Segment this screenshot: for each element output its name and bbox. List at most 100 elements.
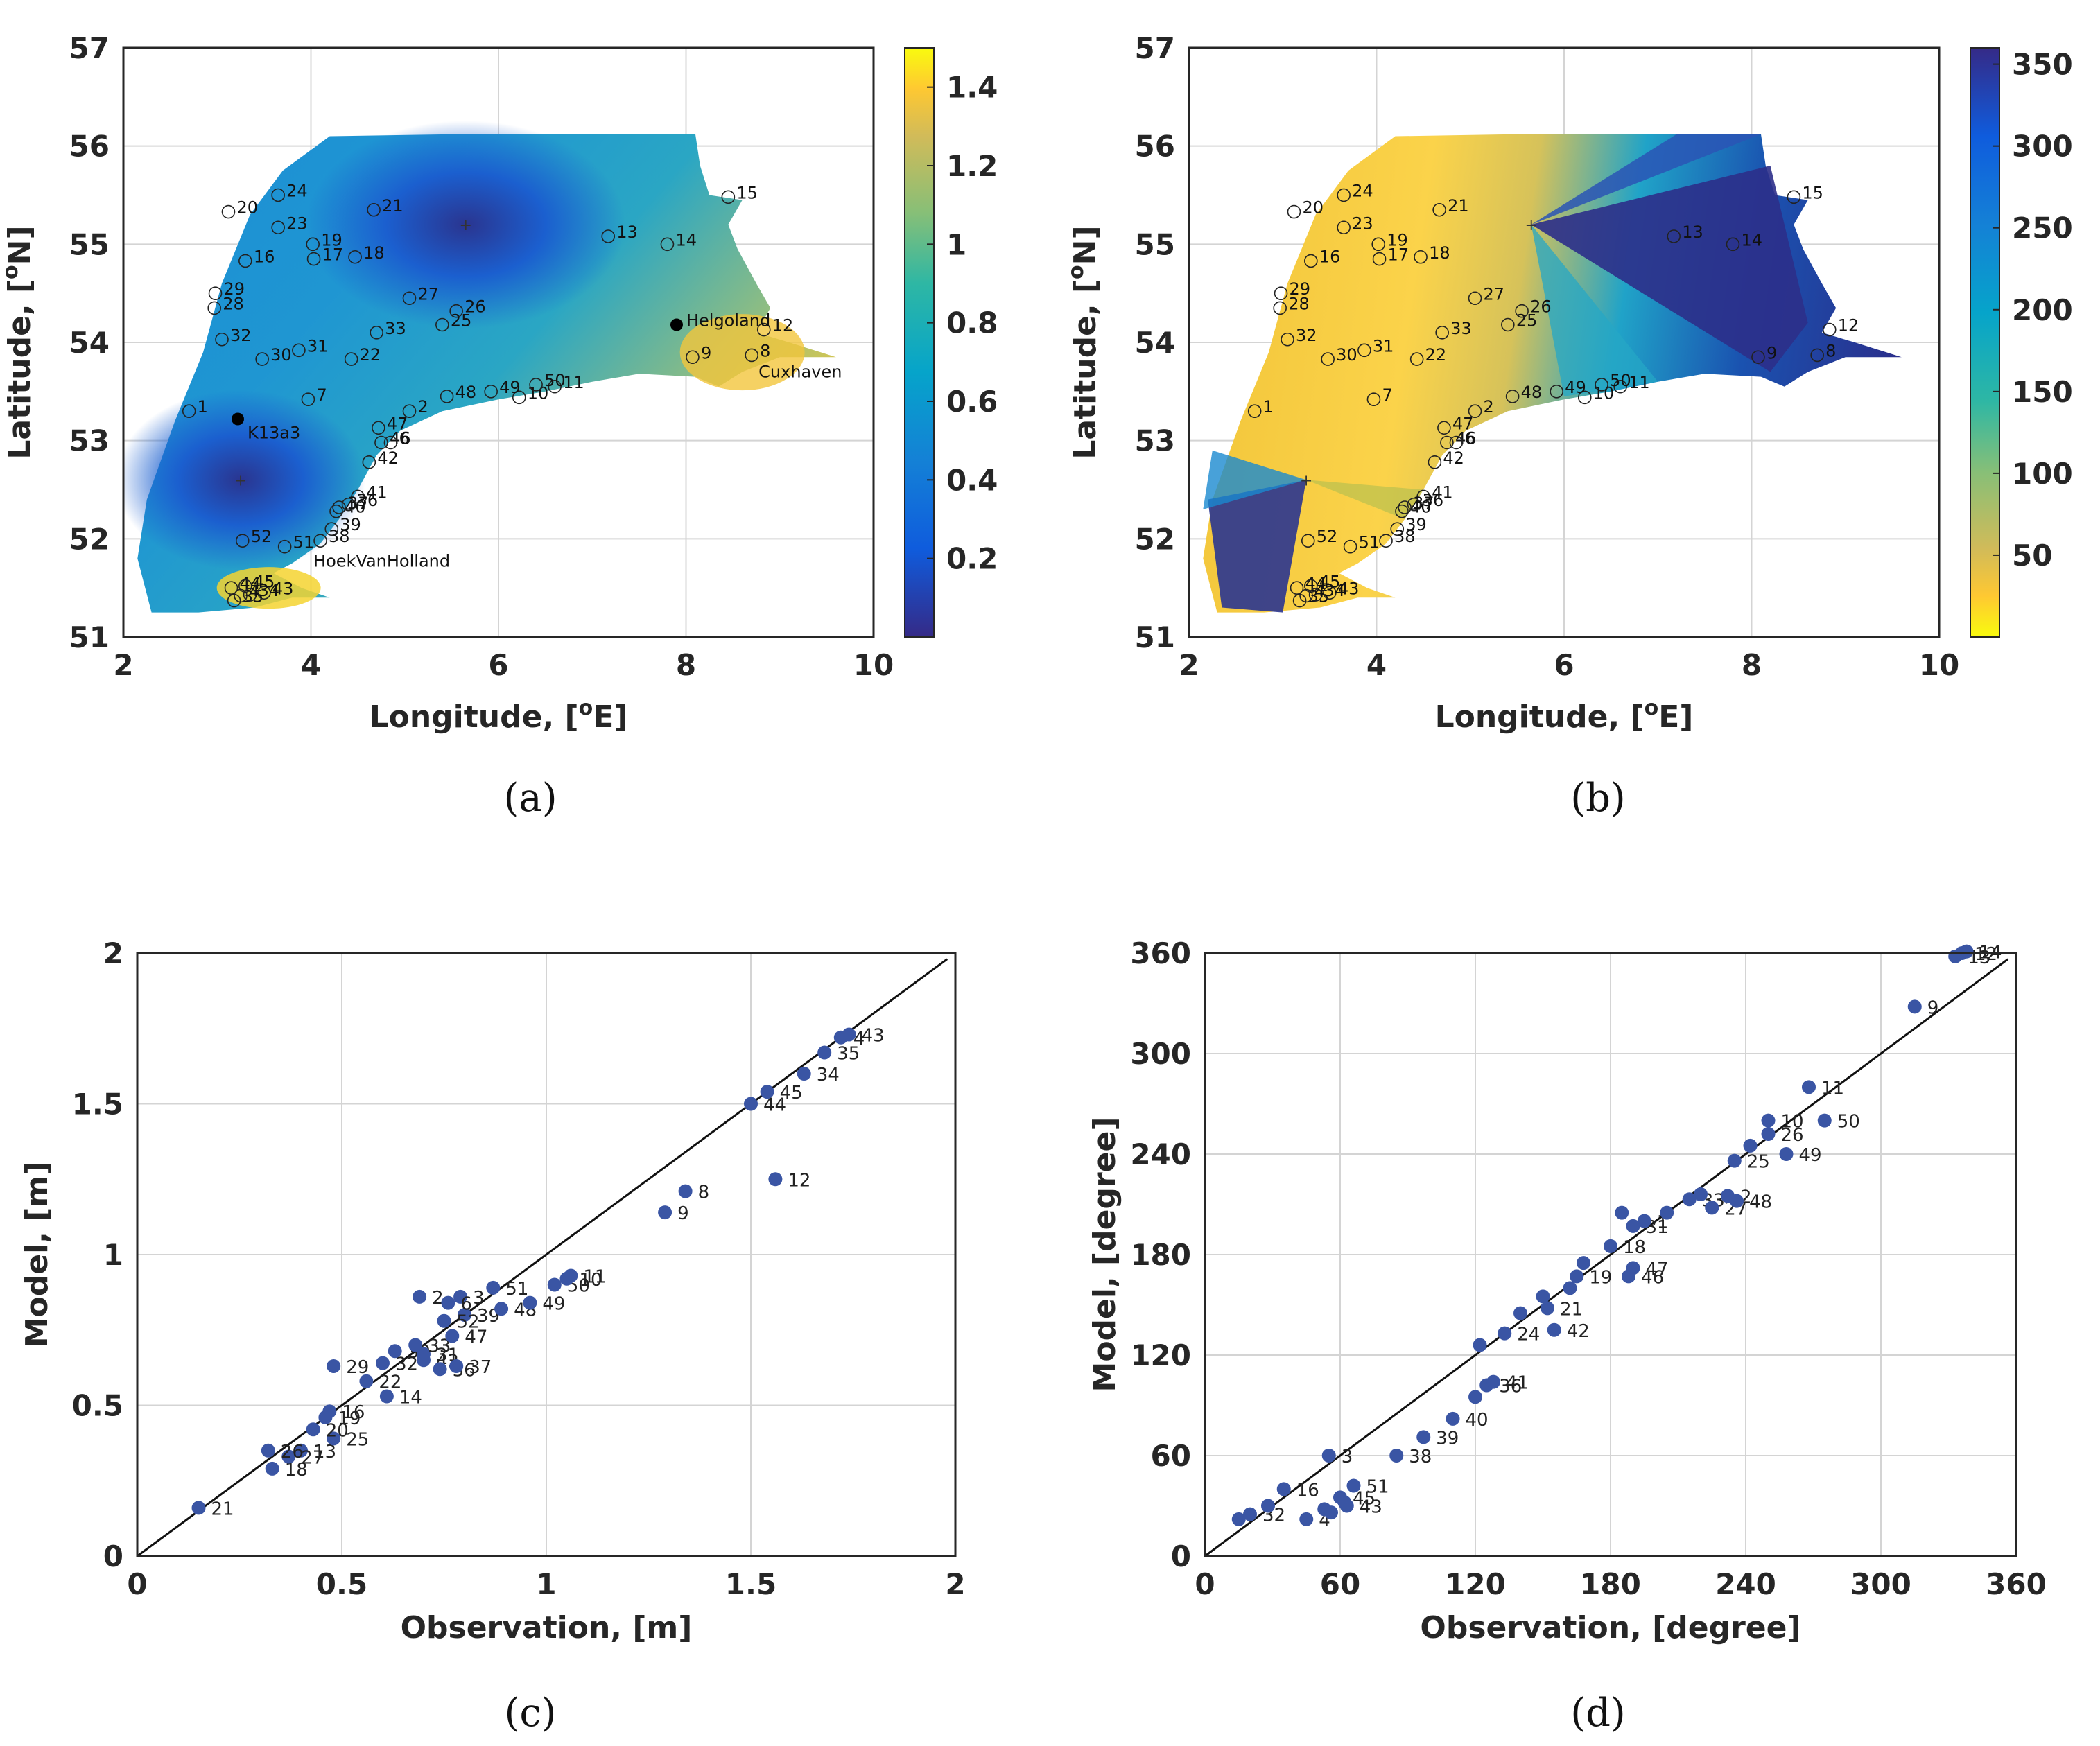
amphidromic-point-marker: + (234, 472, 247, 489)
station-label: 12 (772, 316, 794, 335)
station-marker (257, 586, 271, 600)
caption-b: (b) (1570, 776, 1626, 821)
station-label: 7 (1382, 385, 1392, 405)
data-point (388, 1344, 402, 1359)
data-point (1959, 944, 1974, 959)
named-location-label: K13a3 (248, 424, 300, 443)
station-label: 26 (465, 297, 486, 317)
station-marker (1323, 586, 1337, 600)
station-marker (306, 252, 321, 266)
station-label: 14 (1741, 230, 1762, 250)
station-label: 9 (701, 343, 711, 363)
panel-c-amplitude-scatter: 2118132726252019162914223230313342363747… (19, 936, 966, 1645)
station-label: 24 (1352, 182, 1373, 201)
point-label: 25 (1747, 1152, 1770, 1173)
station-marker (207, 301, 221, 315)
station-label: 49 (1565, 378, 1586, 397)
station-label: 17 (1388, 245, 1409, 265)
station-marker (383, 435, 398, 450)
data-point (797, 1067, 811, 1081)
station-marker (238, 254, 252, 268)
station-label: 8 (760, 341, 770, 360)
point-label: 14 (399, 1387, 422, 1408)
y-tick-label: 56 (1135, 130, 1175, 164)
station-label: 22 (360, 345, 381, 365)
point-label: 16 (1296, 1480, 1319, 1501)
colorbar (1970, 47, 2000, 638)
colorbar-tick-label: 350 (2012, 48, 2073, 82)
station-marker (1787, 190, 1801, 204)
y-tick-label: 1 (103, 1238, 123, 1272)
phase-sector (1203, 450, 1307, 509)
caption-c: (c) (504, 1691, 556, 1736)
point-label: 9 (1927, 997, 1939, 1018)
data-point (1389, 1449, 1404, 1463)
x-tick-label: 60 (1320, 1567, 1360, 1601)
station-label: 48 (1521, 383, 1543, 402)
colorbar-tick-label: 0.8 (946, 306, 998, 340)
station-label: 14 (675, 230, 697, 250)
data-point (1547, 1322, 1561, 1337)
point-label: 27 (301, 1447, 324, 1468)
station-label: 43 (1338, 579, 1360, 598)
station-marker (1308, 588, 1323, 602)
y-tick-label: 53 (1135, 424, 1175, 458)
station-label: 8 (1825, 341, 1836, 360)
station-marker (224, 581, 238, 595)
station-label: 27 (418, 284, 440, 304)
point-label: 49 (1799, 1145, 1822, 1166)
station-marker (1281, 332, 1294, 347)
station-label: 13 (616, 222, 638, 242)
y-tick-label: 180 (1130, 1238, 1191, 1272)
data-point (1536, 1289, 1550, 1304)
station-label: 29 (1290, 279, 1311, 299)
station-label: 21 (382, 196, 403, 216)
caption-a: (a) (503, 776, 557, 821)
station-marker (1613, 379, 1627, 394)
data-point (1907, 999, 1922, 1014)
station-marker (1409, 352, 1424, 366)
station-label: 20 (236, 198, 258, 218)
phase-sector (1208, 480, 1307, 613)
colorbar-tick-label: 0.4 (946, 463, 998, 497)
data-point (327, 1431, 341, 1446)
station-marker (1366, 392, 1381, 406)
station-label: 36 (357, 491, 379, 510)
point-label: 51 (1366, 1477, 1389, 1498)
station-label: 31 (307, 336, 329, 356)
station-marker (1667, 229, 1681, 243)
point-label: 43 (1360, 1497, 1382, 1518)
y-axis-title: Model, [degree] (1087, 1117, 1122, 1393)
one-to-one-line (137, 958, 948, 1557)
station-marker (484, 385, 498, 399)
point-label: 48 (1749, 1192, 1772, 1213)
data-point (449, 1359, 464, 1373)
station-label: 9 (1767, 343, 1777, 363)
y-tick-label: 360 (1130, 936, 1191, 970)
amphidromic-low-zone (306, 121, 625, 329)
station-marker (341, 497, 356, 512)
data-point (441, 1295, 455, 1310)
station-marker (1337, 220, 1351, 235)
station-marker (1304, 254, 1318, 268)
data-point (1299, 1512, 1314, 1526)
data-point (678, 1184, 693, 1198)
colorbar-tick-label: 1.4 (946, 71, 998, 105)
station-label: 41 (1432, 482, 1453, 502)
station-marker (215, 332, 229, 347)
station-label: 10 (1593, 383, 1615, 403)
point-label: 49 (542, 1294, 565, 1315)
data-point (1446, 1411, 1460, 1426)
point-label: 21 (1560, 1299, 1583, 1320)
amphidromic-low-zone (123, 390, 366, 570)
station-marker (332, 500, 346, 514)
point-label: 35 (837, 1044, 860, 1065)
station-label: 31 (1373, 336, 1394, 356)
x-tick-label: 10 (853, 648, 894, 682)
data-point (842, 1027, 856, 1042)
y-tick-label: 0 (1171, 1539, 1191, 1573)
station-marker (271, 220, 285, 235)
named-location-label: Cuxhaven (758, 362, 842, 381)
colorbar-tick-label: 200 (2012, 293, 2073, 327)
x-tick-label: 4 (1366, 648, 1387, 682)
